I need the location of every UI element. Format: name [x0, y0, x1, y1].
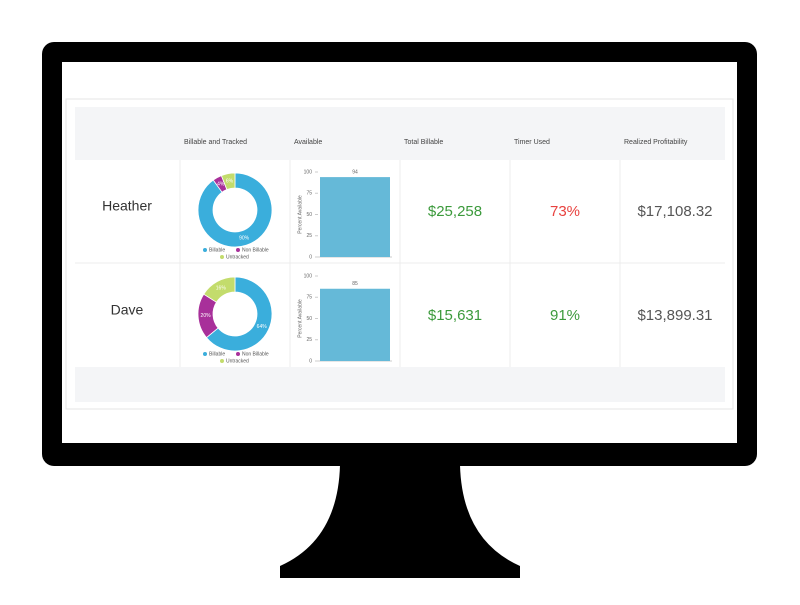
legend-label: Untracked: [226, 358, 249, 364]
bar: [320, 288, 390, 361]
donut-segment: [205, 276, 273, 352]
total-billable: $15,631: [428, 307, 482, 324]
legend-label: Billable: [209, 351, 225, 357]
y-axis-label: Percent Available: [297, 299, 303, 338]
bar-value-label: 85: [352, 281, 358, 287]
y-tick-label: 100: [304, 169, 313, 175]
donut-label: 6%: [226, 178, 234, 184]
bar: [320, 177, 390, 257]
column-header: Total Billable: [404, 139, 443, 146]
footer-row: [75, 367, 725, 402]
donut-segment: [197, 172, 273, 248]
donut-label: 4%: [217, 181, 225, 187]
donut-label: 90%: [239, 235, 250, 241]
donut-segment: [203, 276, 236, 303]
y-tick-label: 25: [306, 337, 312, 343]
column-header: Available: [294, 139, 322, 146]
legend-swatch: [220, 359, 224, 363]
y-tick-label: 0: [309, 254, 312, 260]
legend-label: Non Billable: [242, 247, 269, 253]
legend-label: Billable: [209, 247, 225, 253]
total-billable: $25,258: [428, 203, 482, 220]
timer-used: 91%: [550, 307, 580, 324]
legend-label: Non Billable: [242, 351, 269, 357]
legend-swatch: [203, 352, 207, 356]
y-tick-label: 100: [304, 273, 313, 279]
y-tick-label: 25: [306, 233, 312, 239]
donut-label: 20%: [201, 313, 212, 319]
y-tick-label: 0: [309, 358, 312, 364]
header-row: [75, 107, 725, 160]
y-tick-label: 75: [306, 295, 312, 301]
donut-segment: [220, 172, 236, 191]
legend-swatch: [203, 248, 207, 252]
employee-name: Dave: [111, 302, 144, 318]
y-tick-label: 50: [306, 212, 312, 218]
column-header: Timer Used: [514, 139, 550, 146]
donut-label: 16%: [216, 285, 227, 291]
y-tick-label: 50: [306, 316, 312, 322]
legend-label: Untracked: [226, 254, 249, 260]
realized: $17,108.32: [637, 203, 712, 220]
column-header: Realized Profitability: [624, 139, 688, 146]
legend-swatch: [236, 248, 240, 252]
y-tick-label: 75: [306, 191, 312, 197]
legend-swatch: [236, 352, 240, 356]
donut-label: 64%: [257, 324, 268, 330]
employee-name: Heather: [102, 198, 152, 214]
bar-value-label: 94: [352, 169, 358, 175]
y-axis-label: Percent Available: [297, 195, 303, 234]
realized: $13,899.31: [637, 307, 712, 324]
column-header: Billable and Tracked: [184, 139, 247, 146]
monitor-stand: [280, 465, 520, 578]
legend-swatch: [220, 255, 224, 259]
timer-used: 73%: [550, 203, 580, 220]
